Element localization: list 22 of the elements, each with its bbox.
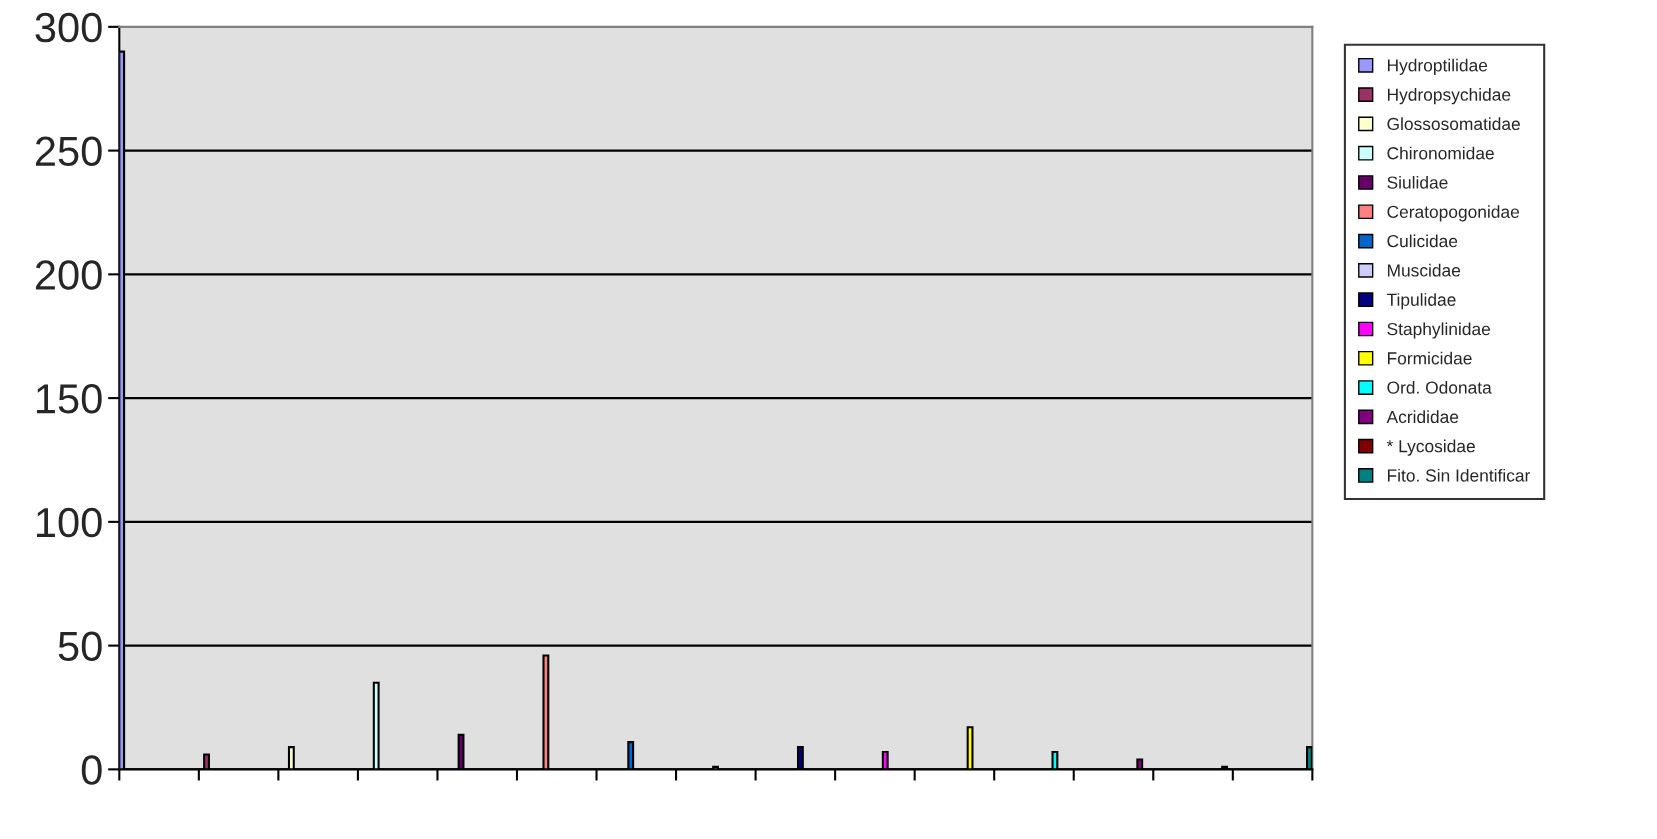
legend-label: Tipulidae <box>1386 293 1456 310</box>
y-tick-label: 0 <box>81 755 102 785</box>
legend-label: Staphylinidae <box>1387 322 1491 339</box>
legend-label: Ord. Odonata <box>1387 381 1492 394</box>
legend-label: Hydropsychidae <box>1387 88 1511 105</box>
y-tick-label: 50 <box>58 631 102 662</box>
y-tick-label: 100 <box>37 507 102 538</box>
legend-label: Culicidae <box>1387 234 1458 248</box>
y-tick-label: 300 <box>35 12 102 43</box>
y-tick-label: 250 <box>35 136 102 167</box>
legend-label: Siulidae <box>1387 175 1448 189</box>
legend-label: * Lycosidae <box>1386 439 1475 456</box>
legend-label: Formicidae <box>1387 351 1472 365</box>
legend-label: Hydroptilidae <box>1387 58 1488 75</box>
legend-label: Chironomidae <box>1387 146 1494 160</box>
y-tick-label: 200 <box>35 260 102 290</box>
legend-label: Muscidae <box>1387 263 1461 277</box>
legend-label: Fito. Sin Identificar <box>1387 468 1531 482</box>
legend-label: Acrididae <box>1386 410 1459 424</box>
y-tick-label: 150 <box>37 384 102 414</box>
legend-label: Ceratopogonidae <box>1387 205 1519 222</box>
legend-label: Glossosomatidae <box>1387 117 1520 131</box>
